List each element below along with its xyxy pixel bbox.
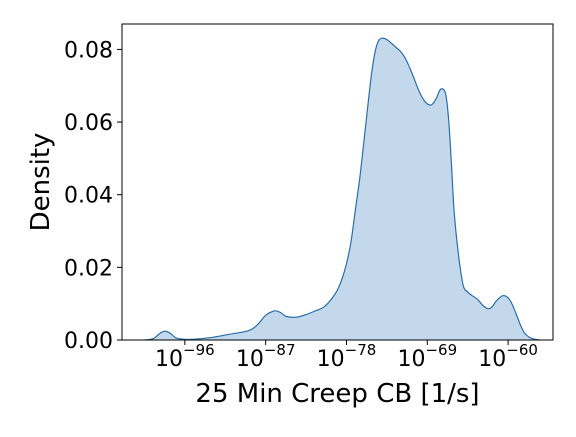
x-axis: 10−96 10−87 10−78 10−69 10−60 [155, 340, 538, 372]
y-tick-label: 0.04 [64, 184, 113, 209]
x-tick-base: 10 [155, 347, 183, 372]
x-tick-label: 10−78 [317, 341, 377, 372]
y-tick-label: 0.06 [64, 111, 113, 136]
y-tick-label: 0.00 [64, 329, 113, 354]
x-tick-exponent: −69 [425, 341, 457, 359]
x-tick-label: 10−69 [397, 341, 457, 372]
x-tick-base: 10 [397, 347, 425, 372]
x-tick-exponent: −78 [345, 341, 377, 359]
x-tick-exponent: −96 [183, 341, 215, 359]
x-tick-exponent: −60 [506, 341, 538, 359]
series-layer [144, 37, 540, 341]
x-tick-label: 10−60 [478, 341, 538, 372]
x-axis-label: 25 Min Creep CB [1/s] [195, 379, 479, 409]
x-tick-exponent: −87 [264, 341, 296, 359]
plot-frame [121, 23, 554, 341]
density-curve-line [144, 37, 540, 341]
x-tick-label: 10−96 [155, 341, 215, 372]
y-axis: 0.00 0.02 0.04 0.06 0.08 [64, 38, 122, 354]
y-tick-label: 0.02 [64, 256, 113, 281]
density-area-fill [144, 38, 540, 341]
y-axis-label: Density [26, 133, 56, 232]
x-tick-base: 10 [317, 347, 345, 372]
x-tick-base: 10 [478, 347, 506, 372]
x-tick-label: 10−87 [236, 341, 296, 372]
x-tick-base: 10 [236, 347, 264, 372]
y-tick-label: 0.08 [64, 38, 113, 63]
